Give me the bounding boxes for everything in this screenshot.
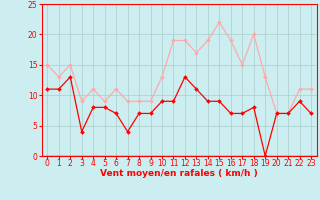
X-axis label: Vent moyen/en rafales ( km/h ): Vent moyen/en rafales ( km/h ) [100, 169, 258, 178]
